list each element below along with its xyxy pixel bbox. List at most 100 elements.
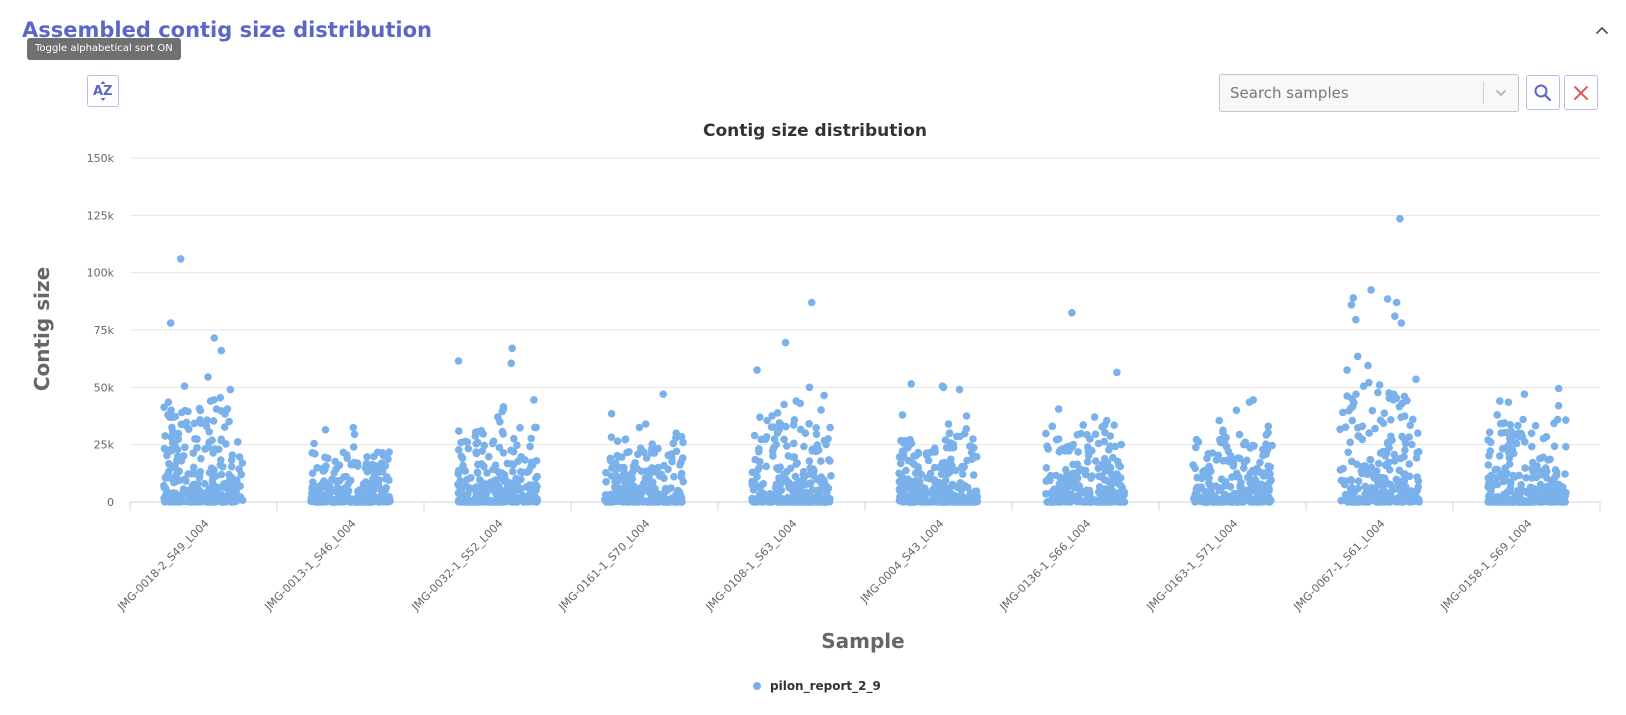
data-point[interactable] [801, 429, 810, 438]
data-point[interactable] [1554, 401, 1563, 410]
data-point[interactable] [896, 459, 905, 468]
data-point[interactable] [1062, 495, 1071, 504]
data-point[interactable] [175, 467, 184, 476]
data-point[interactable] [1487, 471, 1496, 480]
data-point[interactable] [1343, 366, 1351, 374]
data-point[interactable] [822, 497, 830, 506]
data-point[interactable] [473, 428, 482, 436]
data-point[interactable] [817, 457, 825, 465]
data-point[interactable] [1547, 477, 1556, 485]
data-point[interactable] [958, 462, 966, 471]
data-point[interactable] [163, 446, 172, 454]
data-point[interactable] [1562, 416, 1570, 424]
data-point[interactable] [776, 463, 784, 472]
data-point[interactable] [200, 479, 209, 488]
data-point[interactable] [180, 382, 189, 391]
data-point[interactable] [938, 490, 947, 499]
data-point[interactable] [1209, 492, 1218, 500]
data-point[interactable] [648, 440, 656, 448]
data-point[interactable] [178, 408, 186, 417]
data-point[interactable] [1226, 497, 1234, 505]
data-point[interactable] [783, 442, 791, 450]
data-point[interactable] [361, 480, 369, 489]
data-point[interactable] [510, 488, 518, 496]
data-point[interactable] [1073, 460, 1082, 469]
data-point[interactable] [210, 498, 218, 506]
data-point[interactable] [780, 400, 788, 409]
data-point[interactable] [1198, 474, 1206, 483]
data-point[interactable] [173, 454, 182, 463]
data-point[interactable] [205, 438, 213, 447]
data-point[interactable] [1217, 498, 1226, 506]
data-point[interactable] [1365, 429, 1373, 437]
data-point[interactable] [918, 486, 927, 495]
data-point[interactable] [384, 455, 392, 464]
clear-search-button[interactable] [1564, 75, 1598, 110]
data-point[interactable] [1079, 466, 1087, 475]
data-point[interactable] [774, 498, 782, 506]
data-point[interactable] [498, 427, 507, 436]
data-point[interactable] [1384, 440, 1392, 448]
data-point[interactable] [193, 444, 201, 452]
data-point[interactable] [1117, 440, 1126, 449]
data-point[interactable] [1374, 459, 1383, 468]
data-point[interactable] [1088, 472, 1096, 480]
data-point[interactable] [947, 455, 955, 464]
data-point[interactable] [162, 490, 170, 499]
data-point[interactable] [468, 498, 476, 506]
data-point[interactable] [193, 435, 201, 444]
data-point[interactable] [1075, 482, 1083, 490]
data-point[interactable] [332, 477, 341, 485]
data-point[interactable] [181, 443, 189, 452]
data-point[interactable] [234, 438, 242, 446]
data-point[interactable] [463, 438, 472, 446]
data-point[interactable] [755, 483, 764, 492]
data-point[interactable] [799, 467, 808, 476]
data-point[interactable] [775, 419, 784, 427]
data-point[interactable] [1073, 474, 1082, 483]
data-point[interactable] [454, 480, 462, 489]
data-point[interactable] [173, 445, 182, 454]
data-point[interactable] [166, 319, 175, 327]
data-point[interactable] [203, 416, 211, 425]
data-point[interactable] [1240, 464, 1248, 472]
data-point[interactable] [907, 439, 916, 448]
data-point[interactable] [1235, 430, 1244, 439]
data-point[interactable] [473, 469, 482, 477]
data-point[interactable] [1100, 494, 1108, 503]
data-point[interactable] [325, 492, 334, 501]
data-point[interactable] [237, 470, 246, 479]
data-point[interactable] [369, 491, 377, 500]
data-point[interactable] [960, 481, 969, 490]
data-point[interactable] [1395, 466, 1404, 475]
data-point[interactable] [939, 383, 948, 392]
data-point[interactable] [801, 481, 809, 489]
data-point[interactable] [341, 496, 350, 505]
data-point[interactable] [1493, 480, 1502, 489]
data-point[interactable] [668, 457, 676, 466]
data-point[interactable] [619, 496, 627, 504]
data-point[interactable] [308, 483, 317, 492]
data-point[interactable] [962, 425, 971, 433]
data-point[interactable] [793, 459, 801, 467]
data-point[interactable] [1528, 498, 1536, 506]
data-point[interactable] [161, 432, 169, 440]
data-point[interactable] [525, 466, 533, 475]
data-point[interactable] [790, 453, 799, 461]
data-point[interactable] [1390, 390, 1398, 399]
data-point[interactable] [955, 432, 964, 441]
data-point[interactable] [472, 448, 480, 456]
data-point[interactable] [1114, 479, 1122, 488]
data-point[interactable] [238, 459, 247, 467]
data-point[interactable] [670, 472, 678, 481]
data-point[interactable] [967, 448, 976, 457]
data-point[interactable] [945, 468, 954, 477]
data-point[interactable] [509, 467, 517, 476]
data-point[interactable] [763, 416, 771, 425]
data-point[interactable] [788, 498, 797, 506]
data-point[interactable] [1054, 435, 1063, 443]
data-point[interactable] [383, 498, 391, 506]
collapse-button[interactable] [1592, 20, 1612, 40]
data-point[interactable] [184, 470, 192, 478]
data-point[interactable] [1219, 426, 1227, 435]
